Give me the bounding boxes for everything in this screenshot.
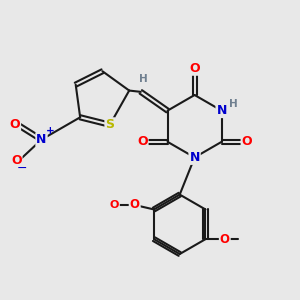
Text: N: N (189, 151, 200, 164)
Text: +: + (46, 126, 54, 136)
Text: O: O (10, 118, 20, 131)
Text: O: O (137, 135, 148, 148)
Text: −: − (17, 162, 27, 175)
Text: O: O (110, 200, 119, 210)
Text: O: O (130, 199, 140, 212)
Text: O: O (189, 62, 200, 75)
Text: N: N (36, 133, 47, 146)
Text: N: N (216, 104, 227, 117)
Text: H: H (140, 74, 148, 84)
Text: H: H (229, 99, 237, 109)
Text: O: O (11, 154, 22, 167)
Text: S: S (105, 118, 114, 131)
Text: O: O (220, 233, 230, 246)
Text: O: O (110, 200, 119, 210)
Text: O: O (130, 200, 140, 210)
Text: O: O (242, 135, 252, 148)
